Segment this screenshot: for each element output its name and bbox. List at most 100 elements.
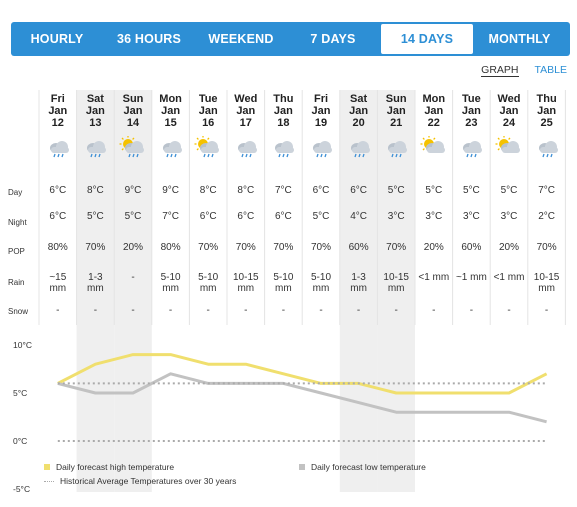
rain-cell: 1-3 mm [75, 272, 115, 294]
view-toggle: GRAPH TABLE [481, 64, 567, 77]
night-cell: 6°C [49, 211, 67, 222]
rain-cloud-icon [269, 136, 297, 158]
night-cell: 6°C [199, 211, 217, 222]
snow-cell: - [356, 305, 361, 316]
rain-unit: mm [87, 283, 104, 294]
snow-cell: - [244, 305, 248, 316]
night-cell: 6°C [237, 211, 255, 222]
pop-cell: 80% [160, 242, 181, 253]
rain-amount: 1-3 [351, 272, 366, 283]
legend-low: Daily forecast low temperature [299, 462, 426, 472]
snow-cell: - [93, 305, 98, 316]
day-month: Jan [85, 105, 105, 117]
rain-unit: mm [275, 283, 292, 294]
day-month: Jan [499, 105, 519, 117]
y-tick-label: 0°C [13, 436, 28, 446]
day-number: 20 [352, 117, 365, 129]
day-month: Jan [48, 105, 68, 117]
legend-high: Daily forecast high temperature [44, 462, 174, 472]
night-cell: 5°C [124, 211, 142, 222]
rain-cell: 5-10 mm [188, 272, 228, 294]
row-label-pop: POP [8, 247, 25, 256]
tab-monthly[interactable]: MONTHLY [488, 32, 551, 46]
night-cell: 4°C [350, 211, 367, 222]
snow-cell: - [206, 305, 210, 316]
rain-amount: 5-10 [160, 272, 181, 283]
night-cell: 6°C [274, 211, 292, 222]
day-number: 18 [277, 117, 290, 129]
day-month: Jan [386, 105, 406, 117]
night-cell: 5°C [312, 211, 330, 222]
day-number: 23 [465, 117, 478, 129]
rain-cell: 10-15 mm [226, 272, 266, 294]
day-column: Fri Jan 12 [39, 93, 76, 158]
rain-cell: ~15 mm [38, 272, 78, 294]
rain-cell: <1 mm [489, 272, 529, 283]
snow-cell: - [432, 305, 436, 316]
night-cell: 7°C [162, 211, 179, 222]
tab-7-days[interactable]: 7 DAYS [310, 32, 356, 46]
day-month: Jan [349, 105, 369, 117]
rain-cell: 5-10 mm [151, 272, 191, 294]
rain-amount: ~1 mm [455, 272, 487, 283]
tab-14-days[interactable]: 14 DAYS [381, 24, 473, 54]
night-cell: 3°C [425, 211, 443, 222]
tab-hourly[interactable]: HOURLY [30, 32, 84, 46]
pop-cell: 70% [386, 242, 407, 253]
day-cell: 6°C [350, 185, 367, 196]
day-cell: 5°C [462, 185, 480, 196]
table-view-link[interactable]: TABLE [534, 64, 567, 76]
day-number: 24 [502, 117, 516, 129]
day-number: 15 [164, 117, 177, 129]
day-column: Sat Jan 20 [340, 93, 377, 158]
day-cell: 5°C [500, 185, 518, 196]
sun-cloud-icon [495, 135, 523, 158]
rain-cell: 10-15 mm [527, 272, 567, 294]
legend-hist: Historical Average Temperatures over 30 … [44, 476, 236, 486]
day-column: Tue Jan 23 [453, 93, 490, 158]
pop-cell: 70% [273, 242, 294, 253]
day-name: Sun [385, 93, 407, 105]
day-number: 12 [51, 117, 64, 129]
pop-cell: 70% [85, 242, 106, 253]
rain-unit: mm [237, 283, 255, 294]
day-month: Jan [461, 105, 481, 117]
tab-36-hours[interactable]: 36 HOURS [116, 32, 182, 46]
day-cell: 9°C [124, 185, 142, 196]
rain-cell: ~1 mm [451, 272, 491, 283]
pop-cell: 80% [47, 242, 68, 253]
tab-weekend[interactable]: WEEKEND [208, 32, 274, 46]
rain-amount: <1 mm [418, 272, 450, 283]
rain-cell: 5-10 mm [263, 272, 303, 294]
rain-amount: - [131, 272, 135, 283]
rain-amount: ~15 [49, 272, 67, 283]
night-cell: 3°C [462, 211, 480, 222]
legend-high-label: Daily forecast high temperature [56, 462, 175, 472]
day-cell: 8°C [237, 185, 255, 196]
rain-unit: mm [199, 283, 217, 294]
day-number: 22 [427, 117, 440, 129]
graph-view-link[interactable]: GRAPH [481, 64, 519, 77]
day-month: Jan [161, 105, 181, 117]
day-cell: 5°C [425, 185, 443, 196]
y-tick-label: -5°C [13, 484, 31, 494]
rain-cell: - [113, 272, 153, 283]
rain-amount: 5-10 [273, 272, 294, 283]
y-tick-label: 10°C [13, 340, 32, 350]
night-cell: 3°C [387, 211, 405, 222]
day-number: 19 [314, 117, 328, 129]
pop-cell: 20% [122, 242, 143, 253]
day-month: Jan [311, 105, 331, 117]
snow-cell: - [544, 305, 549, 316]
pop-cell: 70% [198, 242, 219, 253]
snow-cell: - [56, 305, 60, 316]
snow-cell: - [168, 305, 173, 316]
pop-cell: 20% [498, 242, 519, 253]
rain-cell: 1-3 mm [339, 272, 379, 294]
pop-cell: 70% [235, 242, 256, 253]
rain-amount: 10-15 [233, 272, 259, 283]
weekend-shade [114, 90, 152, 492]
sun-cloud-icon [420, 135, 448, 158]
day-cell: 8°C [199, 185, 217, 196]
